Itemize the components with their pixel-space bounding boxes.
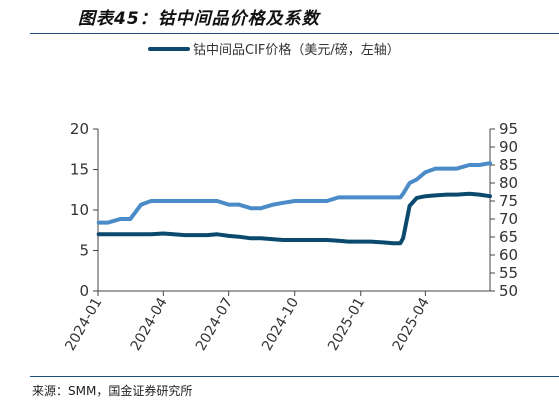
legend-label: 钴中间品CIF价格（美元/磅，左轴） [193,42,400,58]
series-line-0 [96,191,492,246]
bottom-divider [30,376,559,377]
y-right-tick-label: 60 [499,246,518,264]
legend: 钴中间品CIF价格（美元/磅，左轴） [148,42,400,58]
x-tick-label: 2024-07 [193,295,236,354]
y-right-tick-label: 70 [499,210,518,228]
y-right-tick-label: 55 [499,264,518,282]
source-note: 来源：SMM，国金证券研究所 [32,384,193,398]
chart-title: 图表45：钴中间品价格及系数 [78,9,320,29]
y-right-tick-label: 50 [499,282,518,300]
y-left-tick-label: 20 [70,120,89,138]
y-left-tick-label: 0 [79,282,89,300]
y-left-tick-label: 10 [70,201,89,219]
y-right-tick-label: 80 [499,174,518,192]
x-tick-label: 2024-10 [259,295,302,354]
series-line-1 [96,161,492,225]
x-tick-label: 2024-04 [128,295,171,354]
top-divider [30,33,559,34]
y-right-tick-label: 90 [499,138,518,156]
y-right-tick-label: 65 [499,228,518,246]
x-tick-label: 2025-01 [325,295,368,354]
y-right-tick-label: 85 [499,156,518,174]
x-tick-label: 2025-04 [390,295,433,354]
y-right-tick-label: 95 [499,120,518,138]
y-left-tick-label: 15 [70,161,89,179]
y-right-tick-label: 75 [499,192,518,210]
y-left-tick-label: 5 [79,242,89,260]
x-tick-label: 2024-01 [62,295,105,354]
